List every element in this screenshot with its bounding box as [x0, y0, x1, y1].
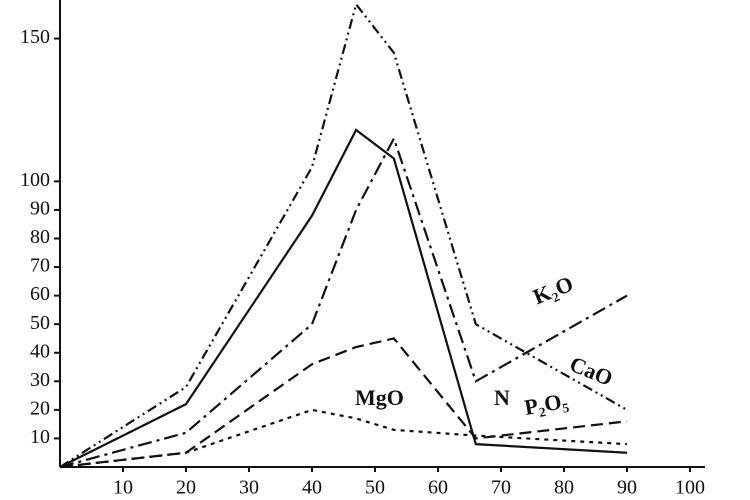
x-tick-label: 90	[617, 477, 637, 499]
x-tick-label: 100	[675, 477, 705, 499]
series-label: N	[494, 385, 510, 410]
series-label: P₂O₅	[522, 388, 570, 420]
y-tick-label: 60	[30, 283, 50, 305]
y-tick-label: 40	[30, 340, 50, 362]
x-tick-label: 70	[491, 477, 511, 499]
y-tick-label: 10	[30, 426, 50, 448]
x-tick-label: 40	[302, 477, 322, 499]
series-line	[59, 135, 628, 469]
y-tick-label: 50	[30, 312, 50, 334]
y-tick-label: 90	[30, 198, 50, 220]
y-tick-label: 30	[30, 369, 50, 391]
x-tick-label: 10	[113, 477, 133, 499]
y-tick-label: 80	[30, 226, 50, 248]
x-tick-label: 30	[239, 477, 259, 499]
y-tick-label: 100	[20, 169, 50, 191]
x-tick-label: 50	[365, 477, 385, 499]
x-tick-label: 80	[554, 477, 574, 499]
series-line	[59, 1, 628, 468]
series-label: CaO	[566, 351, 616, 391]
x-tick-label: 60	[428, 477, 448, 499]
y-tick-label: 150	[20, 26, 50, 48]
series-line	[59, 408, 628, 469]
x-tick-label: 20	[176, 477, 196, 499]
y-tick-label: 20	[30, 397, 50, 419]
series-label: MgO	[355, 385, 404, 410]
series-label: K₂O	[529, 271, 576, 309]
series-line	[59, 128, 628, 468]
y-tick-label: 70	[30, 255, 50, 277]
